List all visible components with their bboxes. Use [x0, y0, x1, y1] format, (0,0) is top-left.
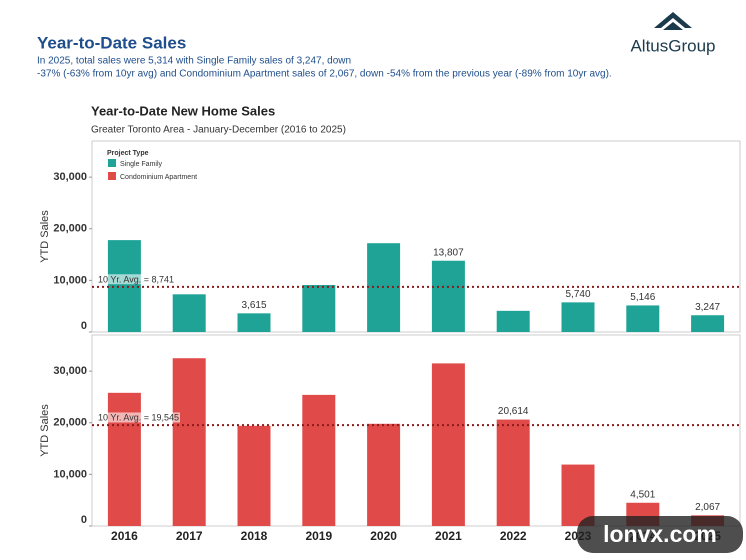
- y-axis-label: YTD Sales: [39, 210, 51, 263]
- y-tick-label: 20,000: [53, 223, 87, 235]
- reference-label: 10 Yr. Avg. = 19,545: [98, 412, 179, 422]
- y-tick-label: 30,000: [53, 365, 87, 377]
- legend-swatch: [108, 172, 116, 180]
- y-tick-label: 10,000: [53, 274, 87, 286]
- x-tick-label: 2017: [176, 529, 203, 543]
- y-tick-label: 30,000: [53, 171, 87, 183]
- watermark: lonvx.com: [603, 521, 717, 547]
- value-label: 3,247: [695, 302, 720, 313]
- bar: [302, 394, 336, 526]
- value-label: 20,614: [498, 406, 529, 417]
- page-title: Year-to-Date Sales: [37, 33, 186, 52]
- legend-title: Project Type: [107, 150, 149, 157]
- y-tick-label: 0: [81, 320, 87, 332]
- bar: [496, 310, 530, 332]
- bar: [431, 260, 465, 332]
- panel-border: [91, 334, 741, 527]
- x-tick-label: 2018: [241, 529, 268, 543]
- chart-subtitle: Greater Toronto Area - January-December …: [91, 125, 346, 136]
- logo-icon: [654, 12, 692, 30]
- bar: [561, 302, 595, 332]
- logo-text: AltusGroup: [630, 36, 715, 55]
- x-tick-label: 2016: [111, 529, 138, 543]
- reference-label-bg: [97, 412, 180, 423]
- bar: [302, 285, 336, 332]
- x-tick-label: 2021: [435, 529, 462, 543]
- page-subtitle: -37% (-63% from 10yr avg) and Condominiu…: [37, 69, 612, 80]
- page-subtitle: In 2025, total sales were 5,314 with Sin…: [37, 56, 351, 67]
- value-label: 5,146: [630, 292, 655, 303]
- chart-title: Year-to-Date New Home Sales: [91, 103, 275, 118]
- legend-swatch: [108, 159, 116, 167]
- value-label: 5,740: [565, 289, 590, 300]
- bar: [431, 363, 465, 526]
- x-tick-label: 2019: [305, 529, 332, 543]
- value-label: 3,615: [241, 300, 266, 311]
- x-tick-label: 2020: [370, 529, 397, 543]
- y-tick-label: 0: [81, 514, 87, 526]
- bar: [561, 464, 595, 526]
- value-label: 13,807: [433, 247, 464, 258]
- legend-label: Condominium Apartment: [120, 174, 197, 181]
- bar: [237, 313, 271, 332]
- y-tick-label: 20,000: [53, 417, 87, 429]
- bar: [691, 315, 725, 332]
- bar: [172, 358, 206, 526]
- y-axis-label: YTD Sales: [39, 404, 51, 457]
- legend-label: Single Family: [120, 161, 163, 168]
- x-tick-label: 2022: [500, 529, 527, 543]
- bar: [367, 423, 401, 526]
- reference-label: 10 Yr. Avg. = 8,741: [98, 274, 174, 284]
- watermark-bg: [577, 516, 743, 553]
- panel-border: [91, 140, 741, 333]
- bar: [626, 305, 660, 332]
- value-label: 2,067: [695, 502, 720, 513]
- y-tick-label: 10,000: [53, 468, 87, 480]
- bar: [496, 419, 530, 526]
- bar: [237, 425, 271, 526]
- value-label: 4,501: [630, 489, 655, 500]
- bar: [172, 294, 206, 332]
- reference-label-bg: [97, 274, 175, 285]
